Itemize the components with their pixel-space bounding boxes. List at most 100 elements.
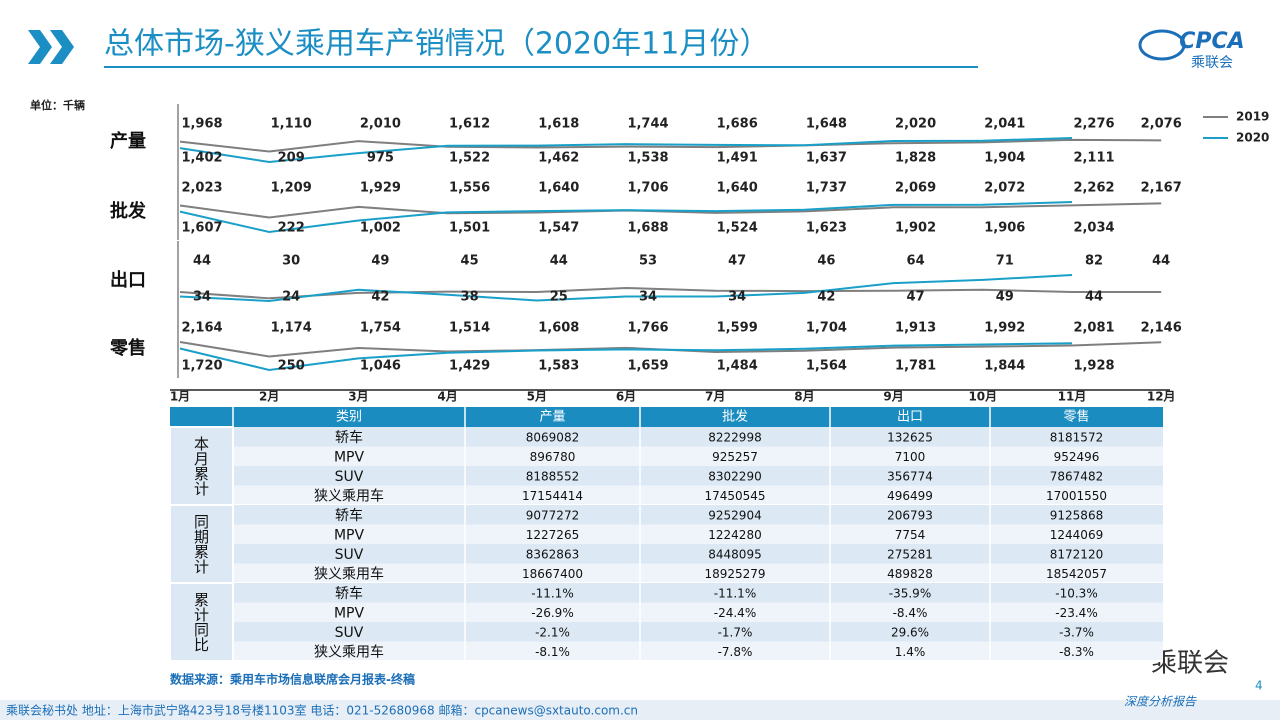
- value-label: 2,072: [984, 181, 1025, 196]
- table-cell: 18542057: [1046, 567, 1107, 581]
- x-tick-label: 9月: [883, 390, 903, 404]
- table-cell: 925257: [712, 450, 758, 464]
- table-cell: 8181572: [1050, 430, 1103, 444]
- value-label: 2,262: [1073, 181, 1114, 196]
- line-0-0: [179, 138, 1162, 153]
- footer-band: [0, 700, 1280, 720]
- value-label: 1,429: [449, 359, 490, 374]
- value-label: 1,002: [360, 221, 401, 236]
- table-cell: 275281: [887, 547, 933, 561]
- value-label: 46: [817, 254, 835, 269]
- value-label: 44: [550, 254, 568, 269]
- legend-label: 2020: [1236, 131, 1269, 145]
- value-label: 1,174: [271, 321, 312, 336]
- value-label: 222: [278, 221, 305, 236]
- value-label: 45: [461, 254, 479, 269]
- table-cell: 7100: [895, 450, 926, 464]
- value-label: 2,164: [181, 321, 222, 336]
- value-label: 1,556: [449, 181, 490, 196]
- x-tick-label: 1月: [170, 390, 190, 404]
- line-0-1: [179, 137, 1073, 164]
- table-cell: SUV: [335, 547, 364, 563]
- table-cell: 狭义乘用车: [314, 643, 384, 660]
- value-label: 1,618: [538, 117, 579, 132]
- x-tick-label: 7月: [705, 390, 725, 404]
- value-label: 25: [550, 290, 568, 305]
- table-cell: 952496: [1054, 450, 1100, 464]
- table-cell: 1224280: [708, 528, 761, 542]
- table-cell: -8.1%: [535, 645, 570, 659]
- x-tick-label: 4月: [437, 390, 457, 404]
- x-tick-label: 11月: [1058, 390, 1087, 404]
- value-label: 1,737: [806, 181, 847, 196]
- x-tick-label: 3月: [348, 390, 368, 404]
- table-cell: -7.8%: [718, 645, 753, 659]
- line-2-0: [179, 286, 1162, 300]
- table-cell: -24.4%: [714, 606, 756, 620]
- value-label: 44: [1152, 254, 1170, 269]
- table-cell: 8362863: [526, 547, 579, 561]
- x-tick-label: 2月: [259, 390, 279, 404]
- value-label: 1,720: [181, 359, 222, 374]
- value-label: 1,462: [538, 151, 579, 166]
- table-cell: -26.9%: [531, 606, 573, 620]
- value-label: 1,828: [895, 151, 936, 166]
- table-header: 类别: [336, 410, 362, 425]
- table-cell: MPV: [334, 449, 365, 465]
- table-cell: SUV: [335, 625, 364, 641]
- value-label: 1,612: [449, 117, 490, 132]
- table-cell: 狭义乘用车: [314, 565, 384, 582]
- table-cell: 8222998: [708, 430, 761, 444]
- value-label: 82: [1085, 254, 1103, 269]
- wechat: 乘联会: [1151, 649, 1229, 679]
- table-cell: 9252904: [708, 508, 761, 522]
- line-2-1: [179, 274, 1073, 303]
- value-label: 1,599: [717, 321, 758, 336]
- value-label: 47: [907, 290, 925, 305]
- table-cell: MPV: [334, 605, 365, 621]
- table-cell: 8448095: [708, 547, 761, 561]
- panel-label: 出口: [110, 269, 146, 291]
- table-cell: -35.9%: [889, 586, 931, 600]
- value-label: 1,781: [895, 359, 936, 374]
- table-header: 零售: [1063, 409, 1089, 425]
- value-label: 1,484: [717, 359, 758, 374]
- value-label: 1,686: [717, 117, 758, 132]
- table-cell: 9077272: [526, 508, 579, 522]
- table-cell: 17001550: [1046, 489, 1107, 503]
- report-tag: 深度分析报告: [1124, 695, 1197, 709]
- table-cell: 8069082: [526, 430, 579, 444]
- panel-label: 产量: [110, 130, 146, 152]
- value-label: 1,608: [538, 321, 579, 336]
- value-label: 64: [907, 254, 925, 269]
- value-label: 1,491: [717, 151, 758, 166]
- table-row-bg: [233, 427, 1163, 447]
- value-label: 209: [278, 151, 305, 166]
- table-cell: 9125868: [1050, 508, 1103, 522]
- value-label: 1,607: [181, 221, 222, 236]
- table-cell: -2.1%: [535, 625, 570, 639]
- value-label: 1,547: [538, 221, 579, 236]
- value-label: 1,402: [181, 151, 222, 166]
- value-label: 1,524: [717, 221, 758, 236]
- table-header: 产量: [539, 410, 565, 425]
- table-cell: -1.7%: [718, 625, 753, 639]
- value-label: 1,046: [360, 359, 401, 374]
- table-cell: -3.7%: [1059, 625, 1094, 639]
- value-label: 2,081: [1073, 321, 1114, 336]
- value-label: 1,659: [627, 359, 668, 374]
- value-label: 2,076: [1141, 117, 1182, 132]
- table-row-bg: [233, 544, 1163, 564]
- table-cell: 1244069: [1050, 528, 1103, 542]
- value-label: 1,766: [627, 321, 668, 336]
- x-tick-label: 6月: [616, 390, 636, 404]
- logo-icon: [1138, 29, 1186, 61]
- value-label: 71: [996, 254, 1014, 269]
- value-label: 2,041: [984, 117, 1025, 132]
- table-cell: 18925279: [704, 567, 765, 581]
- value-label: 34: [639, 290, 657, 305]
- x-tick-label: 5月: [527, 390, 547, 404]
- table-cell: 132625: [887, 430, 933, 444]
- value-label: 1,640: [538, 181, 579, 196]
- value-label: 975: [367, 151, 394, 166]
